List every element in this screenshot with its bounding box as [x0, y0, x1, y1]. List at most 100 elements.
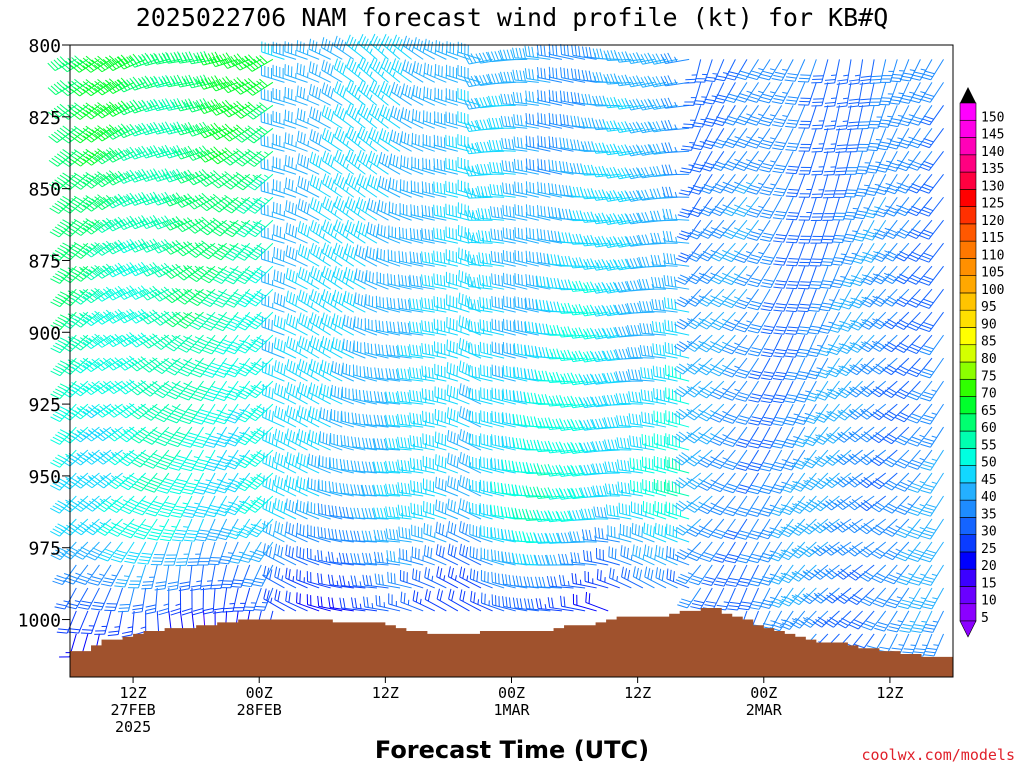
barb-feather [213, 349, 224, 355]
barb-half-feather [334, 232, 337, 239]
barb-feather [377, 223, 380, 235]
barb-feather [280, 340, 283, 351]
wind-barb [224, 334, 251, 355]
barb-feather [327, 551, 331, 562]
barb-feather [108, 267, 117, 276]
barb-feather [353, 484, 357, 495]
barb-feather [200, 588, 211, 591]
barb-half-feather [183, 312, 188, 316]
barb-feather [303, 156, 307, 167]
barb-half-feather [183, 288, 188, 293]
barb-feather [283, 341, 286, 353]
barb-feather [336, 458, 338, 470]
barb-feather [342, 87, 347, 98]
barb-feather [80, 632, 92, 635]
barb-feather [159, 510, 171, 515]
barb-feather [72, 505, 82, 512]
barb-feather [60, 391, 71, 398]
barb-feather [182, 366, 193, 372]
barb-feather [82, 629, 93, 631]
barb-feather [117, 147, 126, 157]
barb-feather [91, 358, 101, 367]
barb-feather [315, 362, 319, 373]
barb-feather [59, 64, 68, 73]
barb-feather [219, 318, 230, 324]
barb-feather [315, 292, 320, 304]
barb-feather [291, 547, 294, 559]
barb-feather [88, 61, 98, 69]
barb-feather [391, 202, 394, 214]
barb-feather [100, 477, 110, 484]
barb-feather [317, 595, 320, 607]
barb-feather [50, 554, 61, 561]
barb-feather [176, 529, 187, 532]
barb-feather [396, 132, 400, 144]
barb-feather [333, 35, 338, 46]
barb-feather [85, 202, 95, 210]
barb-feather [167, 442, 179, 448]
barb-feather [237, 322, 248, 328]
barb-half-feather [175, 603, 181, 606]
barb-feather [354, 597, 358, 609]
barb-feather [155, 584, 166, 588]
wind-barb [214, 449, 239, 471]
barb-feather [85, 225, 95, 233]
barb-feather [71, 229, 82, 236]
barb-shaft [346, 112, 366, 129]
barb-feather [339, 177, 345, 188]
wind-barb [215, 518, 239, 541]
barb-half-feather [270, 597, 273, 603]
barb-shaft [69, 449, 89, 467]
barb-feather [102, 334, 112, 343]
barb-feather [346, 80, 352, 91]
barb-feather [375, 38, 381, 49]
barb-feather [149, 506, 160, 511]
barb-feather [295, 364, 299, 375]
barb-shaft [80, 265, 100, 282]
barb-feather [285, 200, 288, 211]
barb-feather [209, 560, 220, 562]
barb-feather [82, 295, 92, 304]
wind-barb [71, 288, 100, 305]
barb-feather [334, 529, 338, 540]
barb-feather [201, 349, 212, 355]
barb-feather [309, 312, 314, 323]
barb-feather [105, 240, 115, 249]
barb-feather [287, 133, 290, 145]
barb-feather [107, 634, 119, 637]
barb-half-feather [318, 48, 321, 55]
barb-feather [61, 253, 71, 261]
barb-shaft [59, 495, 77, 514]
barb-half-feather [79, 312, 85, 317]
barb-feather [181, 467, 192, 472]
barb-feather [104, 548, 115, 554]
barb-feather [127, 554, 138, 558]
barb-feather [148, 458, 158, 464]
barb-feather [172, 511, 183, 515]
barb-feather [176, 478, 188, 483]
barb-feather [192, 611, 204, 616]
barb-feather [198, 482, 209, 486]
barb-half-feather [345, 232, 349, 239]
barb-feather [82, 243, 92, 250]
barb-feather [51, 133, 61, 141]
barb-feather [393, 274, 396, 286]
wind-barb [253, 587, 274, 611]
barb-half-feather [194, 312, 200, 317]
barb-feather [182, 464, 194, 469]
barb-feather [85, 385, 95, 394]
barb-feather [268, 341, 270, 352]
barb-feather [333, 81, 339, 92]
barb-feather [335, 482, 338, 493]
wind-barb [94, 101, 123, 119]
barb-shaft [69, 472, 89, 490]
barb-feather [330, 87, 335, 99]
barb-feather [82, 151, 92, 158]
wind-barb [214, 472, 239, 494]
barb-feather [348, 151, 354, 162]
barb-half-feather [216, 455, 223, 459]
barb-feather [376, 461, 381, 473]
barb-feather [77, 108, 87, 116]
barb-feather [351, 153, 357, 165]
barb-feather [324, 504, 327, 516]
